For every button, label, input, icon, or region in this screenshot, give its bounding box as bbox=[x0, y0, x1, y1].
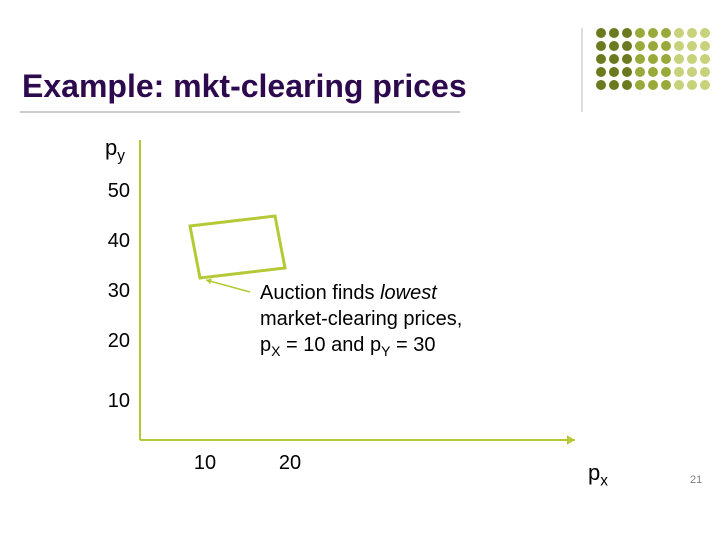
parallelogram-region bbox=[190, 216, 285, 278]
decor-dot bbox=[700, 54, 710, 64]
decor-dot bbox=[609, 41, 619, 51]
annotation-line-2: market-clearing prices, bbox=[260, 306, 462, 332]
y-tick-label: 50 bbox=[95, 180, 130, 203]
decor-dot bbox=[609, 67, 619, 77]
decor-dot bbox=[635, 67, 645, 77]
decor-dot bbox=[648, 54, 658, 64]
decor-dot bbox=[609, 28, 619, 38]
decor-dot bbox=[687, 80, 697, 90]
decor-dot bbox=[648, 80, 658, 90]
annotation-text: Auction finds lowest market-clearing pri… bbox=[260, 280, 462, 360]
decor-dot bbox=[596, 28, 606, 38]
decor-dot bbox=[635, 28, 645, 38]
decor-dot bbox=[596, 67, 606, 77]
decor-dot bbox=[700, 28, 710, 38]
y-axis-label-sub: y bbox=[117, 147, 125, 164]
y-tick-label: 20 bbox=[95, 330, 130, 353]
decor-dot bbox=[596, 54, 606, 64]
decor-dot bbox=[622, 80, 632, 90]
decor-dot bbox=[609, 80, 619, 90]
slide: Example: mkt-clearing prices py px 50403… bbox=[0, 0, 720, 540]
decor-dot bbox=[635, 41, 645, 51]
decor-dot bbox=[674, 80, 684, 90]
x-tick-label: 20 bbox=[270, 452, 310, 475]
annotation-l1a: Auction finds bbox=[260, 282, 380, 304]
decor-dot bbox=[622, 67, 632, 77]
decor-dot bbox=[596, 80, 606, 90]
x-axis-label: px bbox=[588, 460, 608, 490]
decor-dot bbox=[674, 54, 684, 64]
decor-dot bbox=[687, 28, 697, 38]
decor-dot bbox=[648, 41, 658, 51]
y-axis-label: py bbox=[105, 135, 125, 165]
decor-dot bbox=[700, 41, 710, 51]
y-axis-label-base: p bbox=[105, 135, 117, 160]
y-tick-label: 40 bbox=[95, 230, 130, 253]
decor-dot bbox=[635, 80, 645, 90]
x-axis-label-base: p bbox=[588, 460, 600, 485]
y-tick-label: 30 bbox=[95, 280, 130, 303]
decor-dot bbox=[648, 67, 658, 77]
annotation-l3a: p bbox=[260, 334, 271, 356]
decor-dot bbox=[700, 67, 710, 77]
x-tick-label: 10 bbox=[185, 452, 225, 475]
decor-dot bbox=[661, 80, 671, 90]
annotation-arrow bbox=[206, 278, 250, 292]
annotation-line-3: pX = 10 and pY = 30 bbox=[260, 332, 462, 360]
decor-dot bbox=[687, 67, 697, 77]
decor-dot bbox=[687, 41, 697, 51]
decor-dot bbox=[609, 54, 619, 64]
x-axis-label-sub: x bbox=[600, 472, 608, 489]
decor-dot bbox=[674, 28, 684, 38]
decor-dot bbox=[661, 67, 671, 77]
decor-dot bbox=[648, 28, 658, 38]
decor-dot bbox=[674, 67, 684, 77]
decor-dot bbox=[687, 54, 697, 64]
annotation-l1b-italic: lowest bbox=[380, 282, 437, 304]
decor-dot bbox=[661, 41, 671, 51]
decor-dot bbox=[674, 41, 684, 51]
decor-dot bbox=[635, 54, 645, 64]
slide-number: 21 bbox=[690, 474, 702, 486]
y-tick-label: 10 bbox=[95, 390, 130, 413]
annotation-l3c: = 30 bbox=[390, 334, 435, 356]
decor-dot bbox=[700, 80, 710, 90]
decor-dot bbox=[661, 54, 671, 64]
decor-dot bbox=[596, 41, 606, 51]
decor-dot bbox=[622, 41, 632, 51]
annotation-l3b: = 10 and p bbox=[280, 334, 381, 356]
annotation-line-1: Auction finds lowest bbox=[260, 280, 462, 306]
decor-dot bbox=[622, 54, 632, 64]
decor-dot bbox=[622, 28, 632, 38]
decor-dot bbox=[661, 28, 671, 38]
